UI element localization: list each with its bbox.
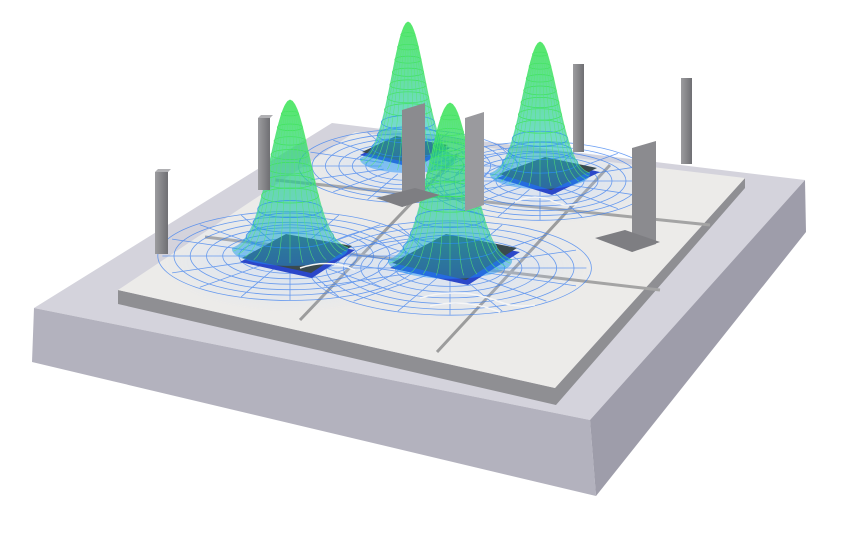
thermal-peaks	[232, 21, 591, 279]
bracket-center	[376, 103, 484, 211]
base-slab-front-right	[590, 180, 806, 496]
post-mid-left	[258, 115, 273, 190]
base-slab-front-left	[32, 308, 596, 496]
post-back-right	[573, 64, 584, 152]
bracket-right	[595, 141, 660, 252]
post-left	[155, 169, 171, 254]
peak-front-right	[388, 102, 513, 279]
post-far-right	[681, 78, 692, 164]
peak-back-right	[490, 41, 591, 190]
posts	[155, 64, 692, 254]
peak-front-left	[232, 99, 349, 266]
wire-leads	[299, 196, 578, 313]
